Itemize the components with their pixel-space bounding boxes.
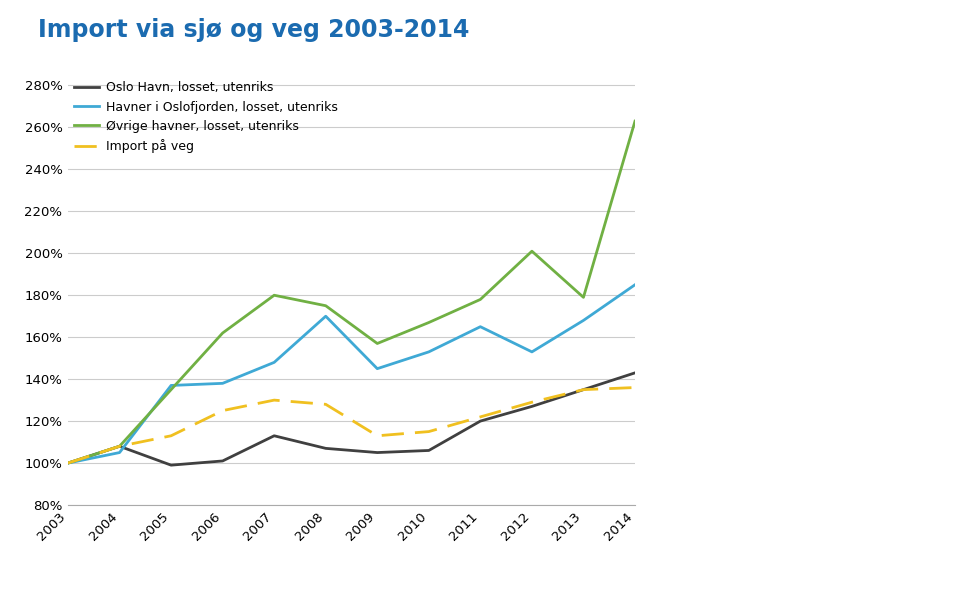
Text: 1,1 mill. tonn vekst: 1,1 mill. tonn vekst bbox=[660, 182, 821, 200]
Text: Havnene: Havnene bbox=[660, 83, 749, 101]
Text: 2,5 mill. tonn (TEU):: 2,5 mill. tonn (TEU): bbox=[660, 131, 864, 149]
Text: Total importvekst 3 mill. tonn – på veg 2 mill. tonn: Total importvekst 3 mill. tonn – på veg … bbox=[183, 555, 777, 580]
Text: Import via sjø og veg 2003-2014: Import via sjø og veg 2003-2014 bbox=[38, 18, 469, 42]
Text: 2/3 i Oslofjorden: 2/3 i Oslofjorden bbox=[660, 247, 797, 266]
Legend: Oslo Havn, losset, utenriks, Havner i Oslofjorden, losset, utenriks, Øvrige havn: Oslo Havn, losset, utenriks, Havner i Os… bbox=[74, 81, 337, 153]
Text: 1/3 i øvrige havner: 1/3 i øvrige havner bbox=[660, 291, 818, 309]
